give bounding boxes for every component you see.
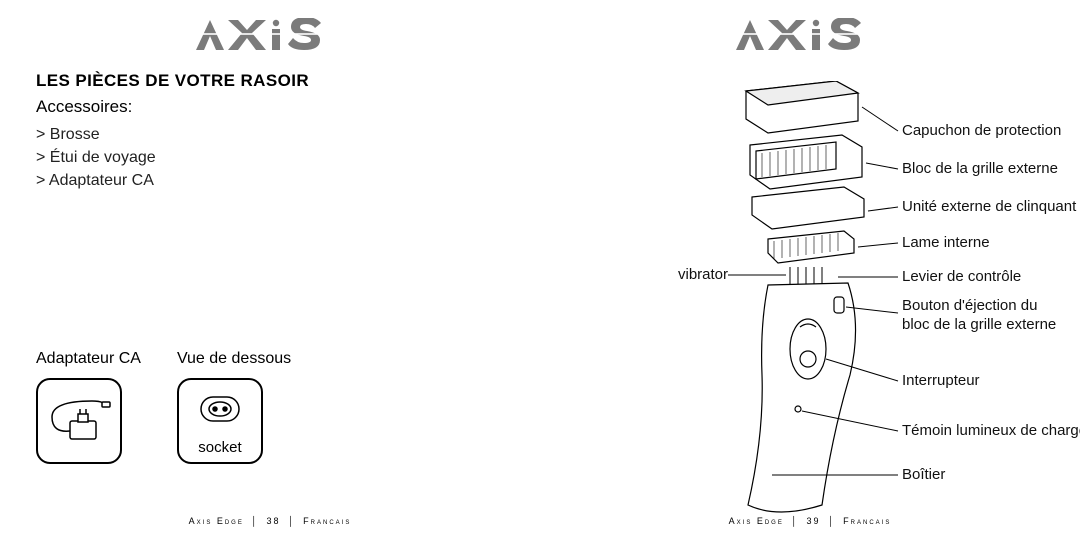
list-item: Étui de voyage: [36, 146, 508, 169]
callout-vibrator: vibrator: [678, 266, 728, 285]
footer-sep: │: [791, 516, 799, 526]
callout-outer-foil-block: Bloc de la grille externe: [902, 160, 1058, 179]
footer-lang: Francais: [843, 516, 891, 526]
footer-lang: Francais: [303, 516, 351, 526]
brand-logo: [576, 18, 1048, 57]
callout-eject-button-line2: bloc de la grille externe: [902, 316, 1056, 335]
callout-switch: Interrupteur: [902, 372, 980, 391]
footer-page: 39: [807, 516, 821, 526]
footer-page: 38: [267, 516, 281, 526]
footer-sep: │: [828, 516, 836, 526]
list-item: Adaptateur CA: [36, 169, 508, 192]
socket-label: socket: [179, 439, 261, 456]
callout-charge-light: Témoin lumineux de charge: [902, 422, 1080, 441]
callout-control-lever: Levier de contrôle: [902, 268, 1021, 287]
bottom-view-label: Vue de dessous: [177, 350, 291, 368]
callout-eject-button-line1: Bouton d'éjection du: [902, 297, 1037, 316]
callout-protection-cap: Capuchon de protection: [902, 122, 1061, 141]
adapter-box: [36, 378, 122, 464]
page-footer-right: Axis Edge │ 39 │ Francais: [540, 516, 1080, 526]
page-footer-left: Axis Edge │ 38 │ Francais: [0, 516, 540, 526]
bottom-view-box: socket: [177, 378, 263, 464]
footer-sep: │: [251, 516, 259, 526]
adapter-label: Adaptateur CA: [36, 350, 141, 368]
brand-logo: [36, 18, 508, 57]
callout-inner-blade: Lame interne: [902, 234, 990, 253]
page-left: LES PIÈCES DE VOTRE RASOIR Accessoires: …: [0, 0, 540, 540]
callout-body: Boîtier: [902, 466, 945, 485]
bottom-row: Adaptateur CA Vue de d: [36, 350, 291, 464]
exploded-diagram: Capuchon de protection Bloc de la grille…: [576, 71, 1048, 531]
accessories-heading: Accessoires:: [36, 97, 508, 117]
footer-model: Axis Edge: [729, 516, 784, 526]
section-title: LES PIÈCES DE VOTRE RASOIR: [36, 71, 508, 91]
page-right: Capuchon de protection Bloc de la grille…: [540, 0, 1080, 540]
list-item: Brosse: [36, 123, 508, 146]
adapter-column: Adaptateur CA: [36, 350, 141, 464]
adapter-icon: [44, 391, 114, 451]
footer-sep: │: [288, 516, 296, 526]
accessories-list: Brosse Étui de voyage Adaptateur CA: [36, 123, 508, 193]
socket-icon: [185, 389, 255, 439]
footer-model: Axis Edge: [189, 516, 244, 526]
shaver-illustration: [656, 81, 936, 521]
callout-external-foil-unit: Unité externe de clinquant: [902, 198, 1076, 217]
bottom-view-column: Vue de dessous socket: [177, 350, 291, 464]
